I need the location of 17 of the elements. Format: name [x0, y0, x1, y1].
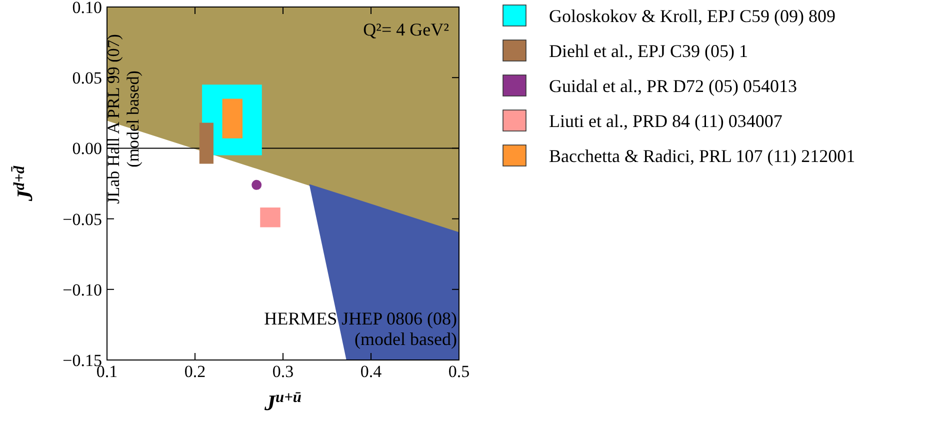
legend-label: Bacchetta & Radici, PRL 107 (11) 212001	[549, 146, 856, 166]
x-axis-title: J$^{u+ū}$	[264, 388, 302, 415]
x-tick-label: 0.3	[272, 362, 294, 381]
y-tick-label: 0.00	[72, 139, 102, 158]
y-tick-label: −0.10	[62, 280, 102, 300]
annotation: HERMES JHEP 0806 (08) (model based)	[264, 308, 458, 349]
x-tick-label: 0.4	[360, 362, 382, 381]
legend-label: Diehl et al., EPJ C39 (05) 1	[549, 40, 748, 61]
x-tick-label: 0.5	[448, 362, 470, 381]
y-tick-label: 0.05	[72, 68, 102, 88]
annotation: Q²= 4 GeV²	[363, 19, 449, 40]
legend-label: Liuti et al., PRD 84 (11) 034007	[549, 110, 782, 131]
y-tick-label: −0.05	[62, 210, 102, 229]
legend-label: Guidal et al., PR D72 (05) 054013	[549, 76, 797, 96]
x-tick-label: 0.2	[184, 362, 206, 381]
y-tick-label: 0.10	[72, 0, 102, 17]
legend-label: Goloskokov & Kroll, EPJ C59 (09) 809	[549, 6, 836, 26]
